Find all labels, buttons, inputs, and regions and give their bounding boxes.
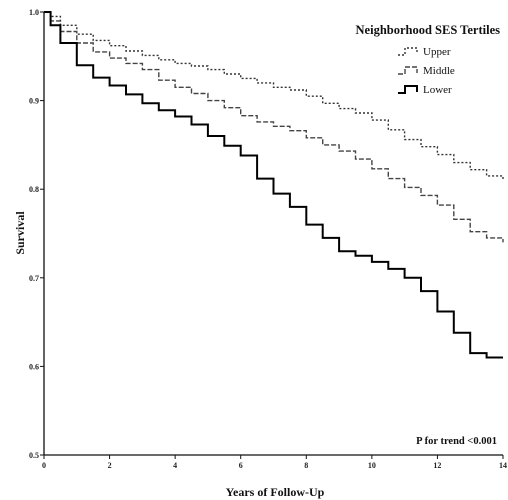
y-tick-label: 1.0 (29, 8, 39, 17)
legend-label-lower: Lower (423, 84, 452, 96)
legend-label-upper: Upper (423, 46, 451, 58)
x-tick-label: 10 (368, 461, 376, 470)
series-line-lower (44, 11, 503, 359)
series-line-upper (44, 11, 504, 181)
legend-swatch-middle (398, 66, 418, 75)
x-axis-title: Years of Follow-Up (226, 485, 325, 499)
legend: Neighborhood SES Tertiles Upper Middle Low… (356, 23, 501, 96)
y-tick-label: 0.7 (29, 274, 39, 283)
legend-swatch-upper (398, 47, 418, 56)
y-tick-label: 0.5 (29, 451, 39, 460)
x-tick-label: 0 (42, 461, 46, 470)
x-tick-label: 12 (433, 461, 441, 470)
x-tick-label: 6 (239, 461, 243, 470)
legend-swatch-lower (398, 85, 418, 94)
p-trend-annotation: P for trend <0.001 (416, 436, 497, 447)
y-tick-label: 0.6 (29, 362, 39, 371)
y-tick-label: 0.9 (29, 97, 39, 106)
y-axis-title: Survival (13, 211, 27, 255)
legend-title: Neighborhood SES Tertiles (356, 23, 501, 37)
series-line-middle (44, 11, 504, 243)
x-tick-label: 14 (499, 461, 507, 470)
x-tick-label: 8 (304, 461, 308, 470)
x-tick-label: 4 (173, 461, 177, 470)
x-tick-label: 2 (108, 461, 112, 470)
y-tick-label: 0.8 (29, 185, 39, 194)
legend-label-middle: Middle (423, 65, 455, 77)
